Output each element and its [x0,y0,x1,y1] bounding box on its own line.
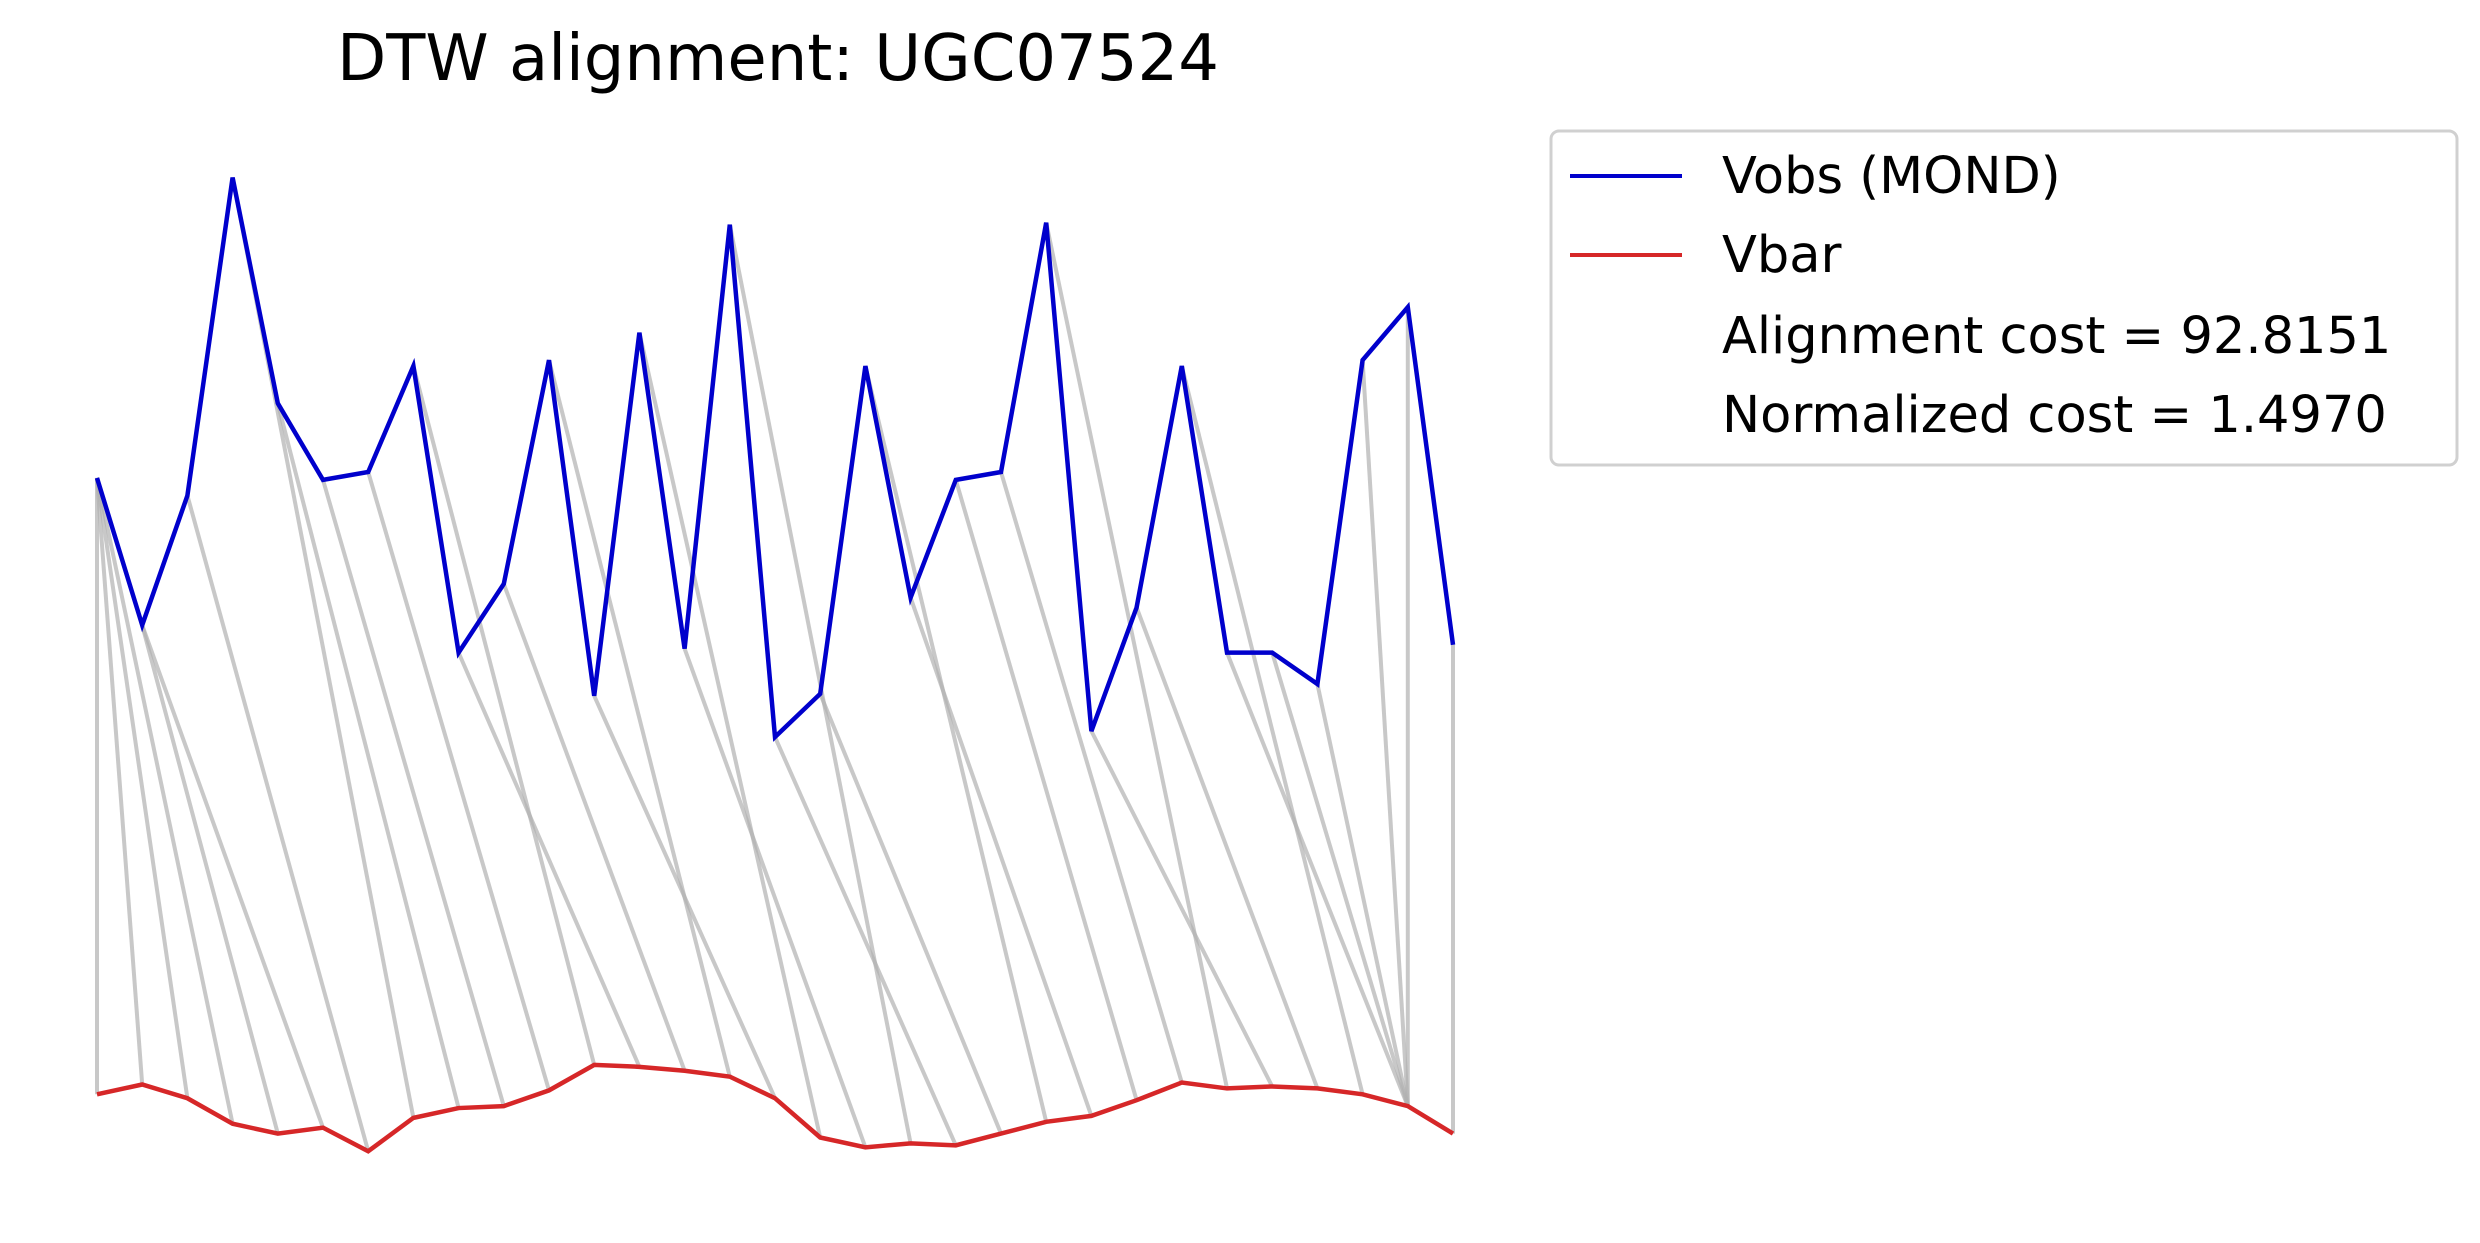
alignment-connector-30 [1270,652,1410,1107]
alignment-connector-5 [140,624,325,1129]
series-line-vobs [94,177,1456,742]
alignment-connector-29 [1225,651,1410,1107]
alignment-connector-26 [1089,730,1274,1088]
alignment-connector-31 [1315,683,1410,1107]
legend-label-vbar: Vbar [1722,226,1842,285]
alignment-connector-20 [818,693,1003,1135]
series-layer [94,177,1456,1154]
alignment-connector-12 [456,651,642,1068]
alignment-connector-3 [95,477,235,1125]
series-line-vbar [96,1062,1455,1154]
alignment-connector-28 [1179,365,1365,1095]
alignment-connector-1 [95,477,145,1085]
alignment-connector-25 [1044,222,1229,1089]
alignment-connector-14 [547,359,732,1078]
alignment-connector-16 [637,332,823,1138]
alignment-connector-9 [321,479,506,1107]
alignment-connector-24 [999,471,1184,1084]
alignment-connector-32 [1360,360,1410,1107]
alignment-connector-8 [275,402,461,1109]
alignment-connector-21 [863,365,1049,1123]
alignment-connector-19 [773,736,958,1147]
alignment-connectors [95,177,1455,1152]
alignment-connector-22 [908,596,1094,1117]
alignment-connector-17 [682,648,868,1148]
alignment-connector-2 [95,477,190,1099]
legend-normalized-cost: Normalized cost = 1.4970 [1722,386,2387,445]
alignment-connector-27 [1134,606,1320,1090]
alignment-connector-4 [140,624,280,1135]
legend-alignment-cost: Alignment cost = 92.8151 [1722,307,2391,366]
alignment-connector-11 [411,365,597,1066]
chart-title: DTW alignment: UGC07524 [337,22,1219,96]
legend-label-vobs: Vobs (MOND) [1722,147,2061,206]
alignment-connector-13 [501,583,687,1072]
alignment-connector-6 [185,495,371,1152]
alignment-connector-10 [366,471,551,1091]
legend: Vobs (MOND) Vbar Alignment cost = 92.815… [1549,129,2459,467]
alignment-connector-15 [592,694,777,1100]
legend-frame [1549,129,2459,467]
alignment-connector-23 [953,479,1139,1101]
